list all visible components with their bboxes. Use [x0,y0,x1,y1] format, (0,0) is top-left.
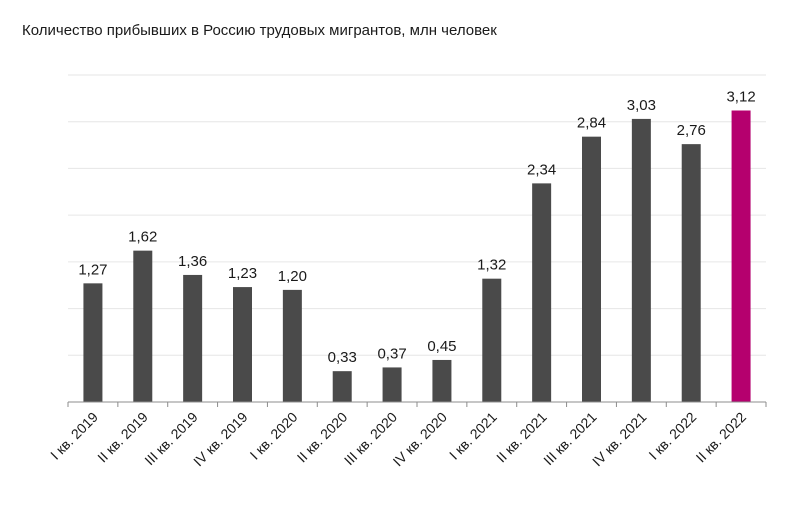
x-tick-label-8: IV кв. 2020 [390,409,451,470]
bar-7 [382,367,402,402]
value-label-4: 1,23 [228,265,257,282]
value-label-11: 2,84 [577,115,606,132]
bar-3 [183,274,203,402]
bar-11 [582,136,601,403]
bar-9 [482,278,502,402]
value-label-13: 2,76 [677,122,706,139]
bar-13 [681,144,701,402]
bar-6 [332,371,352,402]
value-label-14: 3,12 [726,89,755,106]
bar-8 [432,359,452,402]
bar-2 [133,250,153,402]
x-tick-label-5: I кв. 2020 [247,409,301,463]
value-label-7: 0,37 [377,345,406,362]
bar-10 [532,183,552,402]
bar-5 [282,289,302,402]
x-tick-label-12: IV кв. 2021 [589,409,650,470]
value-label-12: 3,03 [627,97,656,114]
x-tick-label-13: I кв. 2022 [645,409,699,463]
value-label-8: 0,45 [427,338,456,355]
bar-12 [631,118,651,402]
bars [83,110,751,403]
value-label-6: 0,33 [328,349,357,366]
bar-1 [83,283,103,402]
value-label-10: 2,34 [527,161,556,178]
x-tick-label-4: IV кв. 2019 [190,409,251,470]
value-label-1: 1,27 [78,261,107,278]
chart-title: Количество прибывших в Россию трудовых м… [22,22,497,39]
x-tick-label-9: I кв. 2021 [446,409,500,463]
value-label-3: 1,36 [178,253,207,270]
grid-lines [68,74,766,356]
bar-14 [731,110,751,402]
value-labels: 1,27 1,62 1,36 1,23 1,20 0,33 0,37 0,45 1,32 2,34… [78,89,755,367]
value-label-9: 1,32 [477,257,506,274]
value-label-2: 1,62 [128,229,157,246]
bar-4 [233,287,252,402]
value-label-5: 1,20 [278,268,307,285]
x-tick-label-1: I кв. 2019 [47,409,101,463]
x-axis [67,401,767,407]
x-tick-label-14: II кв. 2022 [693,409,750,466]
